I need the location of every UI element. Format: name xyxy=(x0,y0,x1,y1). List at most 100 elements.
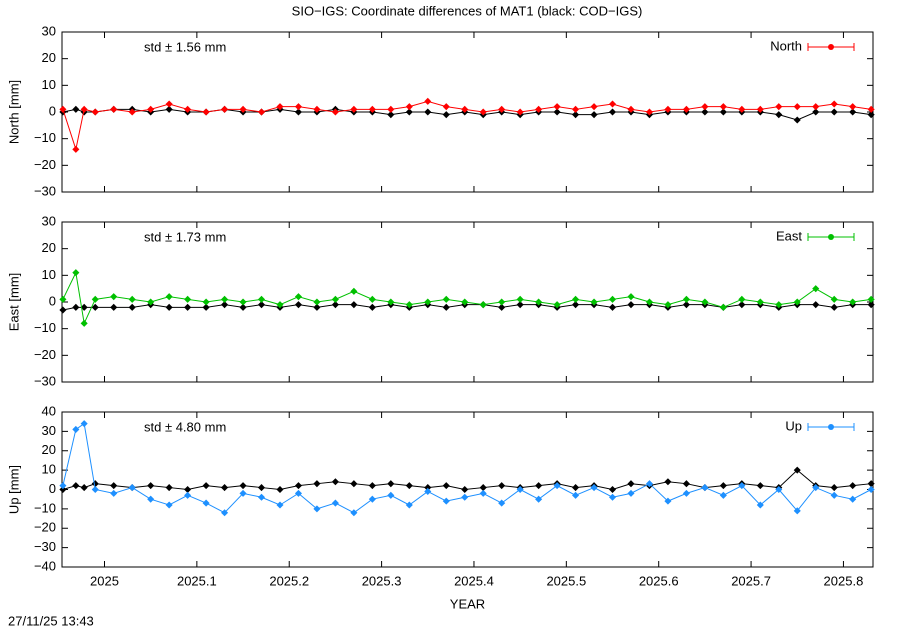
data-point xyxy=(424,487,432,495)
x-tick-label: 2025.7 xyxy=(731,573,771,588)
data-point xyxy=(627,480,635,488)
data-point xyxy=(590,111,598,119)
data-point xyxy=(479,108,487,116)
x-tick-label: 2025.5 xyxy=(546,573,586,588)
data-point xyxy=(849,482,857,490)
data-point xyxy=(461,485,469,494)
y-tick-label: −10 xyxy=(34,320,56,335)
data-point xyxy=(812,108,820,116)
data-point xyxy=(294,489,303,497)
data-point xyxy=(239,298,247,306)
legend-marker xyxy=(828,234,834,240)
data-point xyxy=(110,105,118,113)
y-tick-label: 30 xyxy=(42,213,56,228)
y-tick-label: −10 xyxy=(34,500,56,515)
data-point xyxy=(294,108,303,116)
data-point xyxy=(645,480,654,488)
data-point xyxy=(257,295,266,303)
data-point xyxy=(590,298,598,306)
data-point xyxy=(368,295,376,303)
data-point xyxy=(775,301,783,309)
data-point xyxy=(701,108,709,116)
data-point xyxy=(128,108,136,116)
y-tick-label: 20 xyxy=(42,240,56,255)
data-point xyxy=(756,501,764,509)
y-tick-label: 0 xyxy=(49,103,56,118)
data-point xyxy=(516,108,524,116)
data-point xyxy=(442,482,450,490)
data-point xyxy=(276,501,284,509)
data-point xyxy=(756,105,764,113)
data-point xyxy=(830,100,838,108)
legend-label: East xyxy=(776,228,802,243)
data-point xyxy=(738,301,746,309)
data-point xyxy=(59,295,67,303)
data-point xyxy=(424,108,432,116)
data-point xyxy=(553,108,561,116)
data-point xyxy=(442,295,450,303)
data-point xyxy=(498,303,506,311)
y-tick-label: −30 xyxy=(34,183,56,198)
data-point xyxy=(184,485,192,494)
data-point xyxy=(72,482,80,490)
data-point xyxy=(442,111,450,119)
data-point xyxy=(313,505,321,513)
data-point xyxy=(221,484,229,492)
data-point xyxy=(350,287,358,295)
data-point xyxy=(276,301,284,309)
std-annotation: std ± 1.56 mm xyxy=(144,39,226,54)
y-tick-label: 20 xyxy=(42,50,56,65)
data-point xyxy=(59,482,67,490)
data-point xyxy=(110,303,118,311)
data-point xyxy=(405,103,413,111)
data-point xyxy=(756,298,764,306)
data-point xyxy=(572,491,580,499)
data-point xyxy=(350,480,358,488)
data-point xyxy=(405,108,413,116)
data-point xyxy=(719,491,727,499)
data-point xyxy=(202,108,210,116)
data-point xyxy=(461,298,469,306)
data-point xyxy=(257,301,266,309)
data-point xyxy=(442,303,450,311)
series-line xyxy=(62,304,872,311)
data-point xyxy=(553,301,561,309)
data-point xyxy=(738,482,746,490)
data-point xyxy=(645,298,654,306)
data-point xyxy=(387,298,395,306)
data-point xyxy=(498,105,506,113)
data-point xyxy=(535,298,543,306)
data-point xyxy=(128,295,136,303)
data-point xyxy=(682,295,690,303)
data-point xyxy=(535,482,543,490)
series-line xyxy=(62,108,872,121)
data-point xyxy=(590,484,598,492)
data-point xyxy=(793,466,801,474)
y-tick-label: −40 xyxy=(34,558,56,573)
data-point xyxy=(405,501,413,509)
data-point xyxy=(202,303,210,311)
data-point xyxy=(331,295,339,303)
data-point xyxy=(202,482,210,490)
data-point xyxy=(202,499,210,507)
data-point xyxy=(719,103,727,111)
data-point xyxy=(830,491,838,499)
series-line xyxy=(62,422,872,514)
data-point xyxy=(719,482,727,490)
series-line xyxy=(62,100,872,152)
data-point xyxy=(461,493,469,501)
data-point xyxy=(608,493,617,501)
data-point xyxy=(294,103,303,111)
data-point xyxy=(294,293,303,301)
data-point xyxy=(313,303,321,311)
data-point xyxy=(498,482,506,490)
data-point xyxy=(387,491,395,499)
data-point xyxy=(350,105,358,113)
data-point xyxy=(184,303,192,311)
data-point xyxy=(405,482,413,490)
data-point xyxy=(80,105,88,113)
data-point xyxy=(682,301,690,309)
data-point xyxy=(128,303,136,311)
data-point xyxy=(313,105,321,113)
data-point xyxy=(572,295,580,303)
